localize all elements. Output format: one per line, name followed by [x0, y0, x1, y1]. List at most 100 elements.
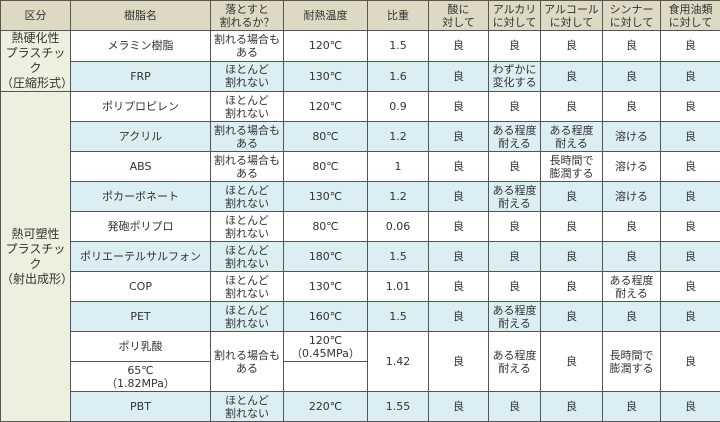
cell-heat: 120℃ （0.45MPa）	[283, 331, 368, 362]
cell-heat: 80℃	[283, 151, 368, 182]
cell-alcohol: 長時間で 膨潤する	[540, 151, 603, 182]
cell-alkali: ある程度 耐える	[488, 121, 541, 152]
cell-oil: 良	[660, 151, 720, 182]
cell-alkali: わずかに 変化する	[488, 60, 541, 92]
table-row: ABS 割れる場合も ある 80℃ 1 良良長時間で 膨潤する 溶ける良	[1, 151, 720, 182]
cell-sg: 1.6	[367, 60, 429, 92]
cell-heat: 180℃	[283, 241, 368, 272]
column-header: 比重	[367, 0, 429, 31]
cell-alcohol: 良	[540, 271, 603, 302]
table-row: COP ほとんど 割れない 130℃ 1.01 良良良ある程度 耐える良	[1, 271, 720, 302]
cell-oil: 良	[660, 301, 720, 332]
cell-oil: 良	[660, 181, 720, 212]
cell-heat: 130℃	[283, 181, 368, 212]
resin-name: ABS	[70, 151, 211, 182]
cell-thinner: 溶ける	[602, 181, 661, 212]
resin-name: メラミン樹脂	[70, 30, 211, 62]
cell-thinner: 良	[602, 391, 661, 422]
table-row: 熱可塑性 プラスチック （射出成形） ポリプロピレン ほとんど 割れない 120℃ 0.…	[0, 91, 720, 422]
cell-sg: 1.01	[367, 271, 429, 302]
cell-alkali: ある程度 耐える	[488, 331, 541, 392]
cell-alkali: 良	[488, 91, 541, 122]
cell-oil: 良	[660, 241, 720, 272]
cell-oil: 良	[660, 60, 720, 92]
cell-thinner: ある程度 耐える	[602, 271, 661, 302]
resin-name: ポリエーテルサルフォン	[70, 241, 211, 272]
cell-heat: 130℃	[283, 271, 368, 302]
cell-sg: 0.9	[367, 91, 429, 122]
column-header: アルコール に対して	[540, 0, 603, 31]
cell-alkali: 良	[488, 211, 541, 242]
cell-acid: 良	[428, 91, 489, 122]
cell-acid: 良	[428, 241, 489, 272]
cell-alcohol: 良	[540, 211, 603, 242]
column-header: 酸に 対して	[428, 0, 489, 31]
cell-acid: 良	[428, 151, 489, 182]
cell-acid: 良	[428, 301, 489, 332]
cell-oil: 良	[660, 391, 720, 422]
cell-sg: 1.5	[367, 241, 429, 272]
category-cell: 熱可塑性 プラスチック （射出成形）	[0, 91, 73, 422]
table-row: アクリル 割れる場合も ある 80℃ 1.2 良ある程度 耐える ある程度 耐える 溶ける良	[1, 121, 720, 152]
table-row: ポリ乳酸 割れる場合も ある 120℃ （0.45MPa） 1.42 良ある程度 耐える…	[1, 331, 720, 392]
cell-thinner: 良	[602, 30, 661, 62]
cell-oil: 良	[660, 91, 720, 122]
resin-name: ポリ乳酸	[70, 331, 211, 362]
column-header: アルカリ に対して	[488, 0, 541, 31]
table-row: ポリエーテルサルフォン ほとんど 割れない 180℃ 1.5 良良良良良	[1, 241, 720, 272]
cell-alcohol: ある程度 耐える	[540, 121, 603, 152]
cell-alcohol: 良	[540, 241, 603, 272]
column-header: シンナー に対して	[602, 0, 661, 31]
cell-alkali: 良	[488, 241, 541, 272]
cell-drop: 割れる場合も ある	[210, 331, 284, 392]
cell-thinner: 良	[602, 241, 661, 272]
column-header: 食用油類 に対して	[660, 0, 720, 31]
cell-drop: ほとんど 割れない	[210, 391, 284, 422]
cell-thinner: 溶ける	[602, 121, 661, 152]
cell-drop: ほとんど 割れない	[210, 60, 284, 92]
cell-thinner: 良	[602, 91, 661, 122]
cell-thinner: 良	[602, 211, 661, 242]
cell-acid: 良	[428, 30, 489, 62]
cell-drop: ほとんど 割れない	[210, 301, 284, 332]
resin-name: PBT	[70, 391, 211, 422]
cell-alcohol: 良	[540, 91, 603, 122]
cell-drop: 割れる場合も ある	[210, 121, 284, 152]
cell-heat: 80℃	[283, 121, 368, 152]
cell-sg: 1.2	[367, 181, 429, 212]
cell-drop: ほとんど 割れない	[210, 271, 284, 302]
cell-acid: 良	[428, 181, 489, 212]
cell-heat: 120℃	[283, 30, 368, 62]
cell-alkali: 良	[488, 271, 541, 302]
cell-sg: 1.2	[367, 121, 429, 152]
cell-alcohol: 良	[540, 181, 603, 212]
resin-name: FRP	[70, 60, 211, 92]
cell-oil: 良	[660, 121, 720, 152]
resin-name: PET	[70, 301, 211, 332]
cell-acid: 良	[428, 121, 489, 152]
resin-name: ポカーボネート	[70, 181, 211, 212]
cell-alcohol: 良	[540, 30, 603, 62]
cell-sg: 1.42	[367, 331, 429, 392]
cell-acid: 良	[428, 331, 489, 392]
cell-drop: 割れる場合も ある	[210, 151, 284, 182]
cell-drop: ほとんど 割れない	[210, 211, 284, 242]
cell-alkali: 良	[488, 151, 541, 182]
header-row: 区分 樹脂名 落とすと 割れるか？ 耐熱温度 比重 酸に 対して アルカリ に対して アルコー…	[0, 0, 720, 31]
cell-acid: 良	[428, 211, 489, 242]
cell-sg: 0.06	[367, 211, 429, 242]
cell-sg: 1.5	[367, 30, 429, 62]
cell-thinner: 良	[602, 60, 661, 92]
table-row: FRP ほとんど 割れない 130℃ 1.6 良わずかに 変化する良良良	[1, 60, 720, 92]
resin-name: ポリプロピレン	[70, 91, 211, 122]
cell-sg: 1.5	[367, 301, 429, 332]
cell-thinner: 溶ける	[602, 151, 661, 182]
column-header: 樹脂名	[70, 0, 211, 31]
table-row: 発砲ポリプロ ほとんど 割れない 80℃ 0.06 良良良良良	[1, 211, 720, 242]
resin-name: 発砲ポリプロ	[70, 211, 211, 242]
cell-oil: 良	[660, 331, 720, 392]
table-row: PBT ほとんど 割れない 220℃ 1.55 良良良良良	[1, 391, 720, 422]
cell-drop: ほとんど 割れない	[210, 241, 284, 272]
cell-alcohol: 良	[540, 60, 603, 92]
